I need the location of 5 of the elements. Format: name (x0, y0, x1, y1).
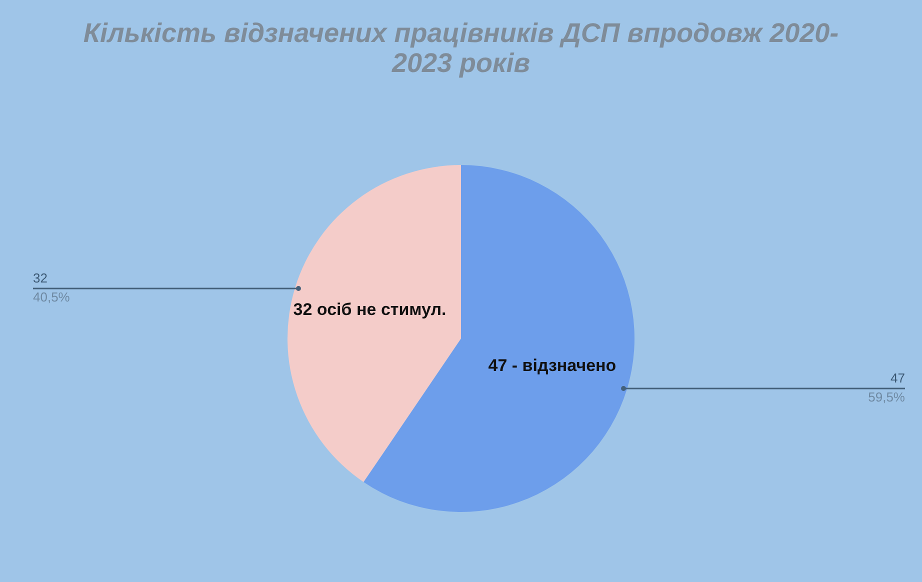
data-label: 32 40,5% (33, 270, 70, 305)
chart-title: Кількість відзначених працівників ДСП впродовж 2020-2023 років (82, 18, 840, 78)
slice-label: 32 осіб не стимул. (293, 300, 446, 320)
slice-label: 47 - відзначено (488, 356, 616, 376)
data-label: 47 59,5% (868, 370, 906, 405)
